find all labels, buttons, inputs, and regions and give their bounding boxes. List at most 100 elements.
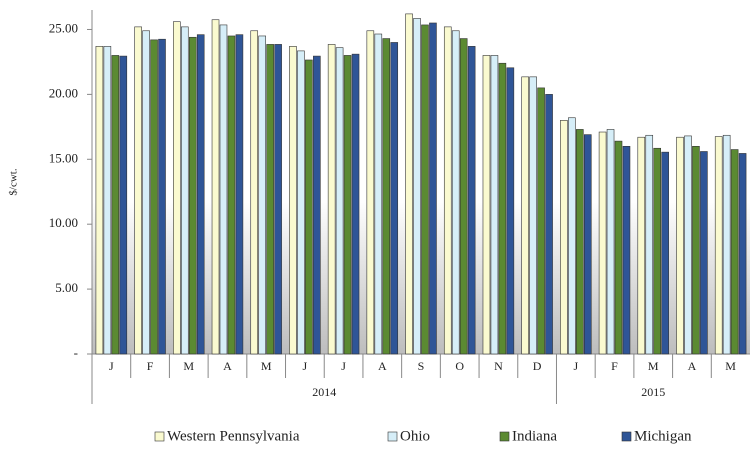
y-tick-label: 5.00	[55, 280, 78, 295]
legend-label: Western Pennsylvania	[167, 428, 300, 444]
bar	[722, 134, 731, 355]
x-tick-label: S	[418, 359, 425, 373]
x-group-label: 2015	[641, 385, 665, 399]
bar	[645, 134, 654, 355]
bar	[382, 38, 391, 355]
bar	[413, 18, 421, 355]
bar	[258, 35, 266, 355]
bar	[568, 117, 576, 355]
y-tick-label: 15.00	[49, 150, 78, 165]
legend-label: Ohio	[400, 428, 430, 444]
x-tick-label: O	[455, 359, 464, 373]
bar	[459, 38, 468, 355]
x-tick-label: D	[533, 359, 542, 373]
bar	[343, 55, 352, 355]
bar	[219, 24, 228, 355]
bar	[390, 42, 399, 355]
bar	[653, 147, 662, 355]
legend-marker	[621, 431, 632, 442]
x-tick-label: F	[147, 359, 154, 373]
bar	[111, 55, 120, 355]
x-tick-label: A	[223, 359, 232, 373]
bar	[305, 59, 313, 355]
bar	[583, 134, 592, 355]
bar	[289, 46, 297, 355]
y-tick-label: -	[74, 345, 78, 360]
legend-marker	[387, 431, 398, 442]
bar	[335, 47, 344, 355]
bar	[134, 26, 142, 355]
bar	[451, 30, 460, 355]
bar	[506, 67, 515, 355]
bar	[684, 135, 692, 355]
bar	[173, 21, 181, 355]
bar	[150, 39, 158, 355]
x-tick-label: J	[341, 359, 346, 373]
bar	[374, 33, 383, 355]
bar	[421, 24, 429, 355]
x-tick-label: J	[109, 359, 114, 373]
bar	[327, 44, 336, 355]
bar	[429, 22, 437, 355]
bar	[606, 129, 615, 355]
bar	[738, 153, 747, 355]
bar	[498, 62, 507, 355]
bar	[235, 34, 244, 355]
bar	[274, 44, 282, 355]
bar	[297, 50, 305, 355]
y-axis-label: $/cwt.	[8, 168, 20, 195]
y-tick-label: 10.00	[49, 215, 78, 230]
bar	[529, 76, 537, 355]
bar	[95, 46, 104, 355]
bar	[405, 13, 413, 355]
bar	[119, 55, 128, 355]
x-tick-label: M	[648, 359, 659, 373]
bar	[692, 146, 700, 355]
bar	[700, 151, 708, 355]
bar	[676, 136, 684, 355]
bar	[622, 146, 631, 355]
bar	[490, 55, 499, 355]
bar	[366, 30, 375, 355]
bar	[730, 149, 739, 355]
x-group-label: 2014	[312, 385, 336, 399]
bar	[211, 19, 220, 355]
x-tick-label: F	[611, 359, 618, 373]
y-tick-label: 20.00	[49, 85, 78, 100]
legend-marker	[499, 431, 510, 442]
x-tick-label: M	[261, 359, 272, 373]
bar	[560, 120, 568, 355]
bar	[313, 55, 321, 355]
legend-marker	[154, 431, 165, 442]
bar	[482, 55, 491, 355]
bar	[351, 53, 360, 355]
legend-label: Michigan	[634, 428, 692, 444]
bar	[661, 151, 669, 355]
legend-label: Indiana	[512, 428, 557, 444]
x-tick-label: J	[573, 359, 578, 373]
bar	[188, 36, 197, 355]
x-tick-label: A	[688, 359, 697, 373]
x-tick-label: M	[183, 359, 194, 373]
bar	[637, 136, 646, 355]
bar	[576, 129, 584, 355]
bar	[227, 35, 236, 355]
bar	[443, 26, 452, 355]
bar	[614, 140, 623, 355]
bar	[598, 131, 607, 355]
bar	[180, 26, 189, 355]
x-tick-label: A	[378, 359, 387, 373]
bar	[714, 136, 723, 355]
bar	[103, 46, 112, 355]
x-tick-label: J	[303, 359, 308, 373]
bar	[158, 38, 166, 355]
bar	[467, 46, 476, 355]
bar	[537, 87, 545, 355]
bar	[545, 94, 553, 355]
x-tick-label: N	[494, 359, 503, 373]
x-tick-label: M	[725, 359, 736, 373]
bar	[521, 76, 529, 355]
bar	[266, 44, 274, 355]
bar	[250, 30, 259, 355]
